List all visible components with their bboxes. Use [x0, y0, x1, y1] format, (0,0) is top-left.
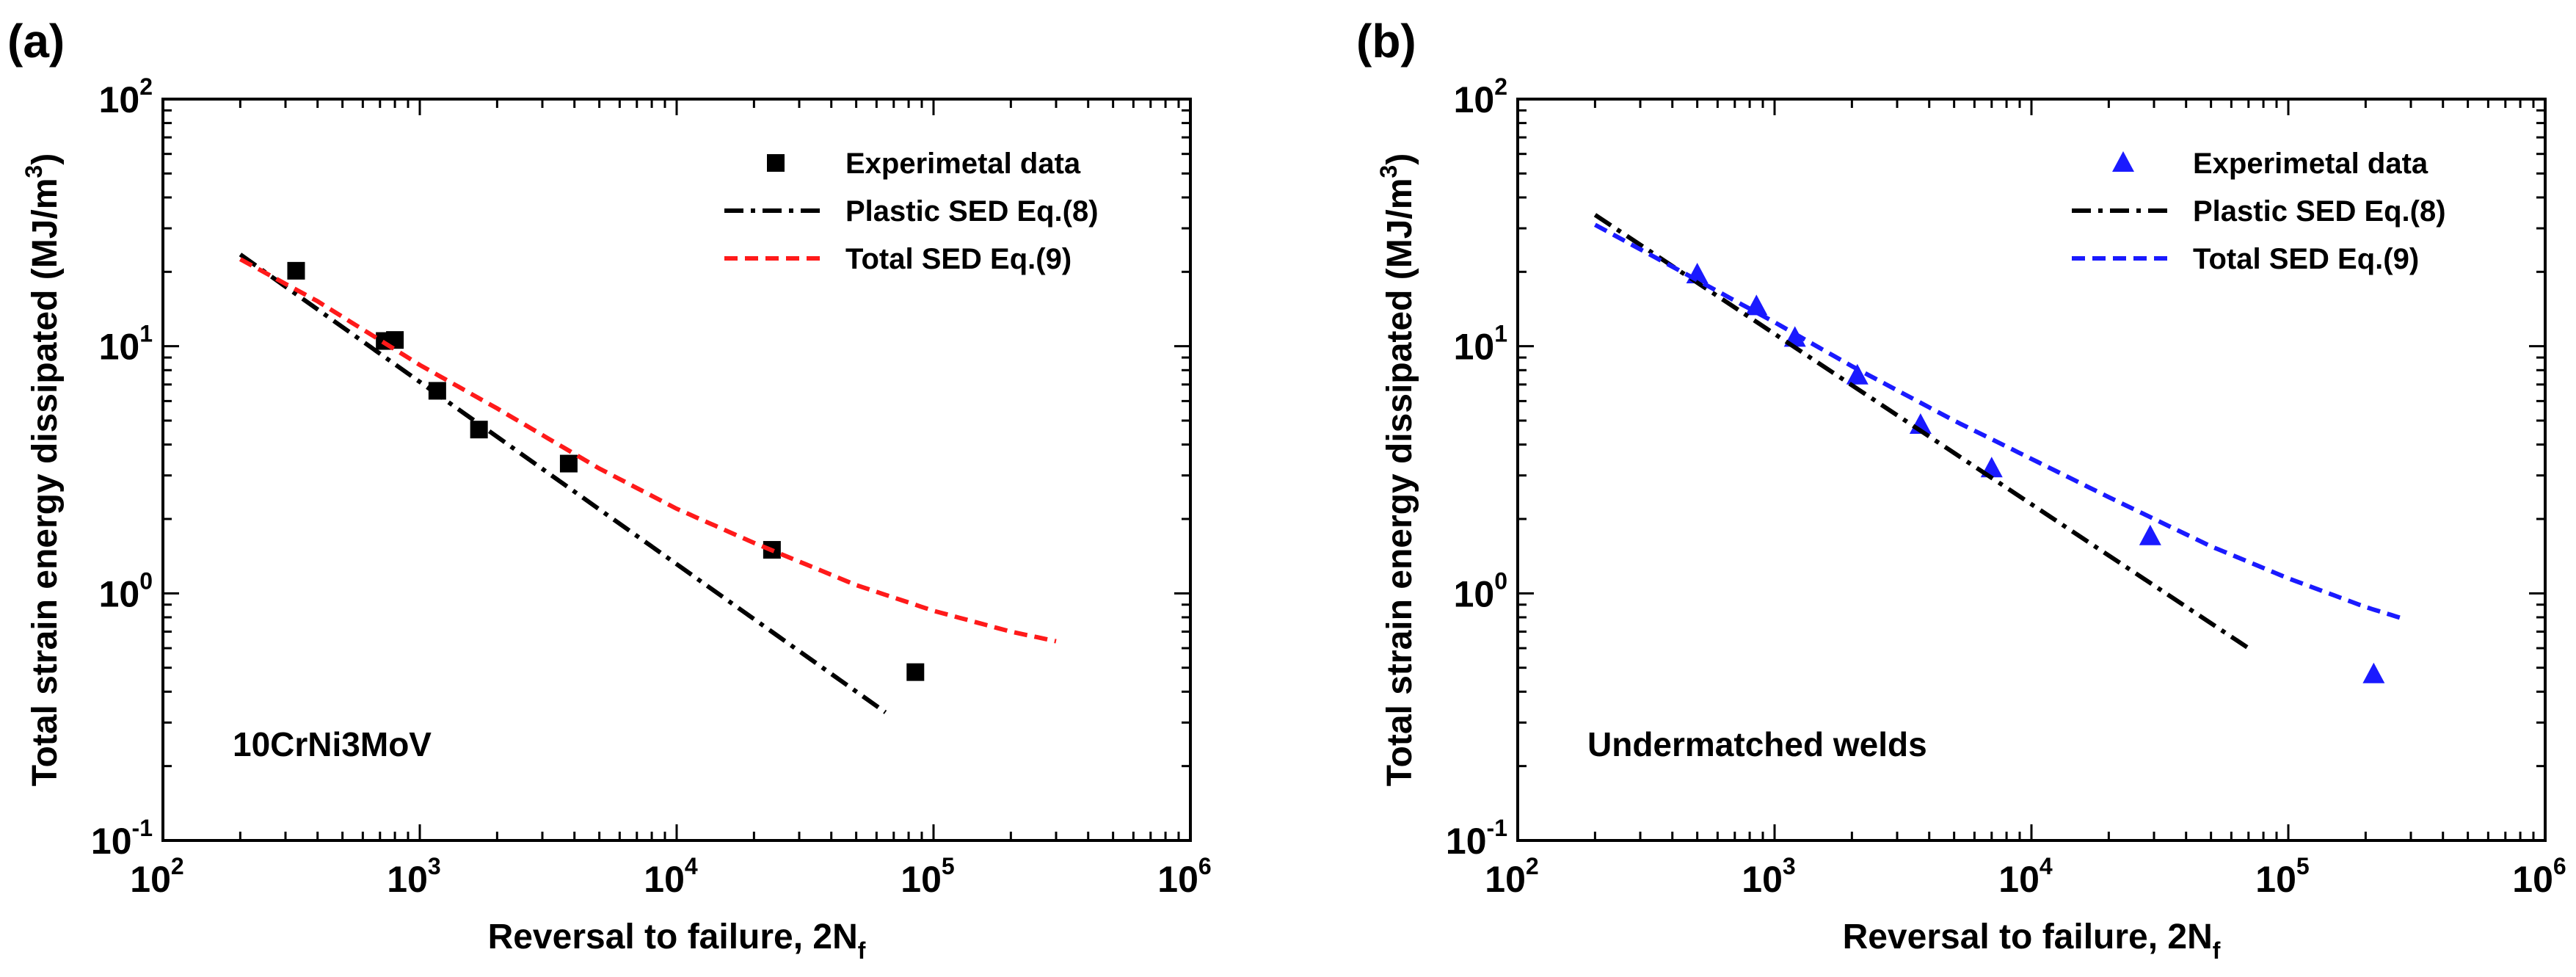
- panel-b-y-tick-label: 10-1: [1446, 815, 1507, 862]
- panel-a-x-tick-label: 102: [130, 853, 183, 900]
- panel-b-legend-label: Total SED Eq.(9): [2193, 243, 2419, 275]
- panel-b-x-tick-label: 105: [2255, 853, 2309, 900]
- panel-a-x-tick-label: 104: [644, 853, 698, 900]
- panel-a-x-tick-label: 106: [1157, 853, 1211, 900]
- panel-b-series-total-sed-line: [1593, 222, 2404, 621]
- panel-a-legend-label: Experimetal data: [845, 148, 1081, 180]
- panel-b-legend-marker: [2112, 151, 2134, 172]
- panel-a-y-tick-label: 102: [99, 73, 153, 120]
- panel-a-y-tick-label: 10-1: [91, 815, 153, 862]
- panel-b-legend-label: Plastic SED Eq.(8): [2193, 195, 2446, 228]
- panel-a-legend-label: Total SED Eq.(9): [845, 243, 1071, 275]
- panel-a-x-tick-label: 105: [900, 853, 954, 900]
- panel-b-data-point: [1846, 363, 1869, 385]
- panel-a-y-axis-title: Total strain energy dissipated (MJ/m3): [21, 153, 65, 786]
- panel-b-data-point: [1745, 294, 1768, 316]
- panel-a-data-point: [906, 663, 925, 681]
- panel-a-data-point: [559, 454, 578, 473]
- panel-a-series-total-sed-line: [239, 257, 1057, 644]
- panel-a-series-plastic-sed-line: [239, 253, 887, 714]
- panel-b-series-plastic-sed-line: [1593, 213, 2250, 650]
- panel-b-x-axis-title: Reversal to failure, 2Nf: [1843, 918, 2221, 964]
- panel-a-y-tick-label: 101: [99, 321, 153, 368]
- panel-a-data-point: [470, 421, 488, 439]
- panel-a-legend-marker: [767, 154, 785, 172]
- panel-a-data-point: [287, 261, 305, 280]
- panel-b-y-tick-label: 100: [1454, 567, 1507, 614]
- panel-a-annotation: 10CrNi3MoV: [233, 725, 432, 763]
- panel-b-x-tick-label: 103: [1742, 853, 1795, 900]
- panel-b-y-axis-title: Total strain energy dissipated (MJ/m3): [1375, 153, 1419, 786]
- panel-a-x-axis-title: Reversal to failure, 2Nf: [488, 918, 866, 964]
- panel-b-x-tick-label: 106: [2512, 853, 2566, 900]
- panel-b-data-point: [2139, 524, 2161, 545]
- panel-a-legend-label: Plastic SED Eq.(8): [845, 195, 1099, 228]
- panel-a-y-tick-label: 100: [99, 567, 153, 614]
- panel-b-data-point: [2362, 662, 2385, 683]
- panel-b-annotation: Undermatched welds: [1587, 725, 1927, 763]
- panel-b-legend-label: Experimetal data: [2193, 148, 2428, 180]
- panel-b-x-tick-label: 102: [1485, 853, 1538, 900]
- panel-b-y-tick-label: 101: [1454, 321, 1507, 368]
- panel-a-label: (a): [7, 15, 65, 68]
- panel-b-x-tick-label: 104: [1998, 853, 2053, 900]
- panel-a-x-tick-label: 103: [387, 853, 440, 900]
- panel-b-y-tick-label: 102: [1454, 73, 1507, 120]
- panel-b-label: (b): [1356, 15, 1416, 68]
